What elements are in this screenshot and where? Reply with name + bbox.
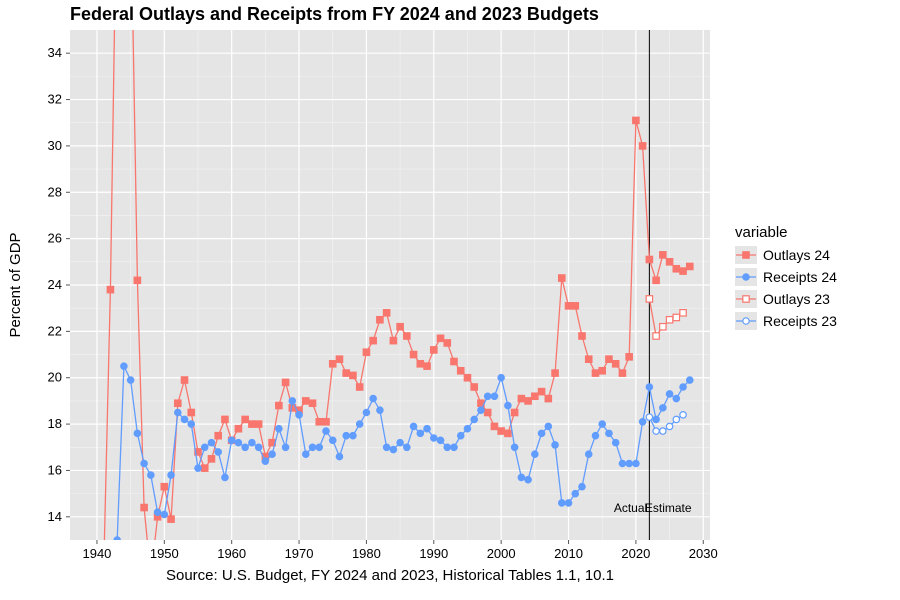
legend-marker [743,274,749,280]
y-tick-label: 34 [48,45,62,60]
y-tick-label: 30 [48,138,62,153]
chart-title: Federal Outlays and Receipts from FY 202… [70,4,599,24]
y-tick-label: 24 [48,277,62,292]
legend-title: variable [735,224,788,241]
x-tick-label: 1980 [352,546,381,561]
x-tick-label: 1960 [217,546,246,561]
legend-label: Receipts 23 [763,313,837,329]
x-tick-label: 1970 [285,546,314,561]
y-tick-label: 16 [48,462,62,477]
y-tick-label: 32 [48,92,62,107]
legend-label: Outlays 23 [763,291,830,307]
y-tick-label: 14 [48,509,62,524]
legend-marker [743,296,749,302]
chart-svg: 1940195019601970198019902000201020202030… [0,0,900,600]
annot-actual: Actual [614,501,647,515]
y-tick-label: 18 [48,416,62,431]
legend-marker [743,252,749,258]
y-tick-label: 26 [48,231,62,246]
x-tick-label: 1940 [82,546,111,561]
x-tick-label: 1990 [419,546,448,561]
legend-label: Outlays 24 [763,247,830,263]
legend-marker [743,318,749,324]
x-tick-label: 2030 [689,546,718,561]
y-tick-label: 22 [48,323,62,338]
x-axis-caption: Source: U.S. Budget, FY 2024 and 2023, H… [166,567,614,584]
y-axis-title: Percent of GDP [7,232,24,337]
y-tick-label: 20 [48,370,62,385]
x-tick-label: 2010 [554,546,583,561]
y-tick-label: 28 [48,184,62,199]
legend-label: Receipts 24 [763,269,837,285]
x-tick-label: 1950 [150,546,179,561]
chart-container: 1940195019601970198019902000201020202030… [0,0,900,600]
x-tick-label: 2020 [621,546,650,561]
annot-estimate: Estimate [645,501,692,515]
x-tick-label: 2000 [487,546,516,561]
